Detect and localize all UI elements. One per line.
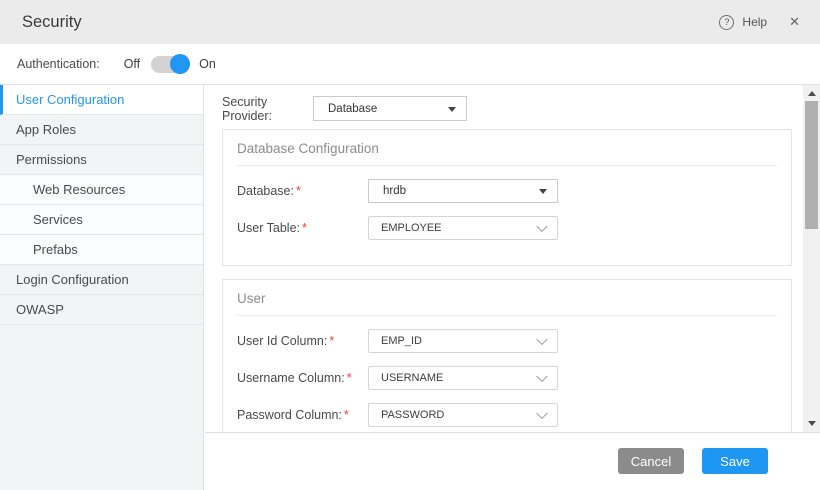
- header-actions: ? Help ✕: [719, 14, 800, 30]
- vertical-scrollbar: [803, 85, 820, 432]
- sidebar-item-login-configuration[interactable]: Login Configuration: [0, 265, 203, 295]
- section-title: Database Configuration: [237, 141, 379, 156]
- dropdown-caret-icon: [539, 189, 547, 194]
- authentication-toggle[interactable]: [151, 53, 191, 74]
- help-button[interactable]: ? Help: [719, 14, 768, 30]
- chevron-down-icon: [536, 407, 548, 420]
- field-row-username-column: Username Column: * USERNAME: [237, 366, 791, 390]
- security-provider-dropdown[interactable]: Database: [313, 96, 467, 121]
- sidebar-item-user-configuration[interactable]: User Configuration: [0, 85, 203, 115]
- sidebar-item-web-resources[interactable]: Web Resources: [0, 175, 203, 205]
- dropdown-caret-icon: [448, 106, 456, 112]
- toggle-on-label: On: [199, 57, 216, 71]
- section-user: User User Id Column: * EMP_ID Username Colum…: [222, 279, 792, 432]
- sidebar-item-owasp[interactable]: OWASP: [0, 295, 203, 325]
- triangle-up-icon: [807, 91, 816, 96]
- section-title: User: [237, 291, 266, 306]
- scrollbar-up-arrow[interactable]: [803, 86, 820, 101]
- dialog-header: Security ? Help ✕: [0, 0, 820, 44]
- database-dropdown[interactable]: hrdb: [368, 179, 558, 203]
- dropdown-value: EMPLOYEE: [381, 222, 442, 234]
- username-column-dropdown[interactable]: USERNAME: [368, 366, 558, 390]
- field-row-user-id-column: User Id Column: * EMP_ID: [237, 329, 791, 353]
- security-provider-value: Database: [328, 102, 378, 115]
- page-title: Security: [22, 12, 82, 31]
- toggle-off-label: Off: [123, 57, 141, 71]
- section-divider: [237, 315, 777, 316]
- field-row-database: Database: * hrdb: [237, 179, 791, 203]
- section-database-configuration: Database Configuration Database: * hrdb User…: [222, 129, 792, 266]
- authentication-label: Authentication:: [17, 57, 100, 71]
- chevron-down-icon: [536, 333, 548, 346]
- sidebar-item-permissions[interactable]: Permissions: [0, 145, 203, 175]
- required-asterisk: *: [295, 184, 301, 198]
- save-button[interactable]: Save: [702, 448, 768, 474]
- footer-bar: Cancel Save: [205, 432, 820, 490]
- chevron-down-icon: [536, 220, 548, 233]
- dropdown-value: hrdb: [383, 185, 407, 197]
- sidebar: User Configuration App Roles Permissions We…: [0, 85, 204, 490]
- required-asterisk: *: [343, 408, 349, 422]
- field-row-password-column: Password Column: * PASSWORD: [237, 403, 791, 427]
- sidebar-item-app-roles[interactable]: App Roles: [0, 115, 203, 145]
- field-label: Username Column: *: [237, 371, 352, 385]
- field-label: User Table: *: [237, 221, 307, 235]
- cancel-button[interactable]: Cancel: [618, 448, 684, 474]
- user-id-column-dropdown[interactable]: EMP_ID: [368, 329, 558, 353]
- close-icon[interactable]: ✕: [789, 14, 800, 29]
- scrollbar-down-arrow[interactable]: [803, 416, 820, 431]
- scroll-area: Security Provider: Database Database Con…: [205, 85, 803, 432]
- dropdown-value: USERNAME: [381, 372, 444, 384]
- sidebar-item-services[interactable]: Services: [0, 205, 203, 235]
- field-label: Database: *: [237, 184, 301, 198]
- authentication-row: Authentication: Off On: [0, 44, 820, 85]
- security-provider-row: Security Provider: Database: [222, 94, 467, 123]
- help-icon: ?: [719, 14, 735, 30]
- field-label: Password Column: *: [237, 408, 349, 422]
- field-label: User Id Column: *: [237, 334, 335, 348]
- scrollbar-thumb[interactable]: [805, 101, 818, 229]
- help-label: Help: [742, 15, 768, 29]
- triangle-down-icon: [807, 421, 816, 426]
- required-asterisk: *: [329, 334, 335, 348]
- section-divider: [237, 165, 777, 166]
- security-provider-label: Security Provider:: [222, 94, 273, 123]
- dropdown-value: PASSWORD: [381, 409, 445, 421]
- field-row-user-table: User Table: * EMPLOYEE: [237, 216, 791, 240]
- dropdown-value: EMP_ID: [381, 335, 422, 347]
- content-panel: Security Provider: Database Database Con…: [205, 85, 820, 490]
- password-column-dropdown[interactable]: PASSWORD: [368, 403, 558, 427]
- required-asterisk: *: [302, 221, 307, 235]
- toggle-knob: [170, 53, 191, 74]
- user-table-dropdown[interactable]: EMPLOYEE: [368, 216, 558, 240]
- chevron-down-icon: [536, 370, 548, 383]
- sidebar-item-prefabs[interactable]: Prefabs: [0, 235, 203, 265]
- required-asterisk: *: [346, 371, 352, 385]
